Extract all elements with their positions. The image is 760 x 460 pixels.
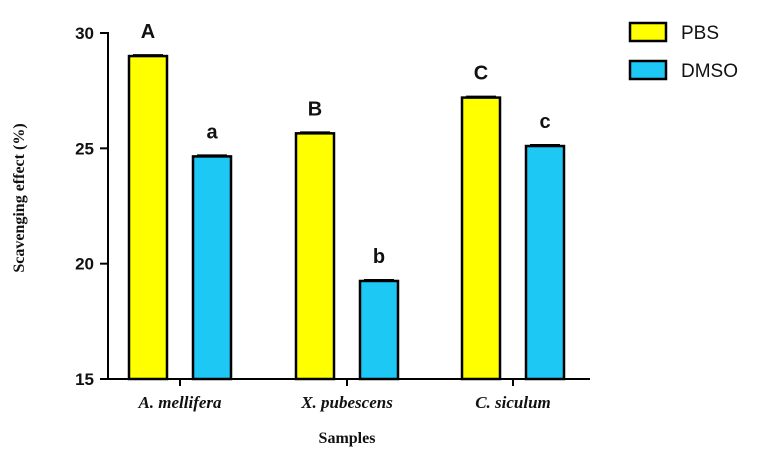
axes-layer (107, 32, 590, 380)
legend: PBS DMSO (628, 21, 738, 82)
bar-dmso-1 (358, 279, 400, 381)
y-tick-label: 20 (75, 255, 94, 274)
y-ticks: 15 20 25 30 (75, 24, 108, 389)
legend-label-pbs: PBS (681, 23, 719, 44)
bar-dmso-2 (524, 144, 566, 381)
significance-label: C (474, 63, 488, 85)
y-tick-label: 25 (75, 139, 94, 158)
significance-label: c (539, 111, 550, 133)
x-category-label: C. siculum (475, 393, 551, 412)
legend-swatch-dmso (628, 59, 668, 81)
y-tick-label: 30 (75, 24, 94, 43)
significance-label: B (308, 98, 322, 120)
bar-pbs-2 (460, 96, 502, 381)
bars-layer (127, 54, 566, 381)
bar-pbs-1 (294, 132, 336, 381)
legend-label-dmso: DMSO (681, 61, 738, 82)
y-axis-title: Scavenging effect (%) (11, 123, 28, 272)
x-category-label: A. mellifera (137, 393, 222, 412)
significance-labels: Aa Bb Cc (141, 21, 551, 268)
x-category-labels: A. mellifera X. pubescens C. siculum (137, 379, 551, 412)
y-tick-label: 15 (75, 370, 94, 389)
bar-dmso-0 (191, 155, 233, 381)
significance-label: b (373, 246, 385, 268)
significance-label: a (206, 121, 218, 143)
significance-label: A (141, 21, 155, 43)
x-axis-title: Samples (319, 430, 376, 447)
bar-pbs-0 (127, 54, 169, 381)
legend-swatch-pbs (628, 21, 668, 43)
x-category-label: X. pubescens (300, 393, 393, 412)
